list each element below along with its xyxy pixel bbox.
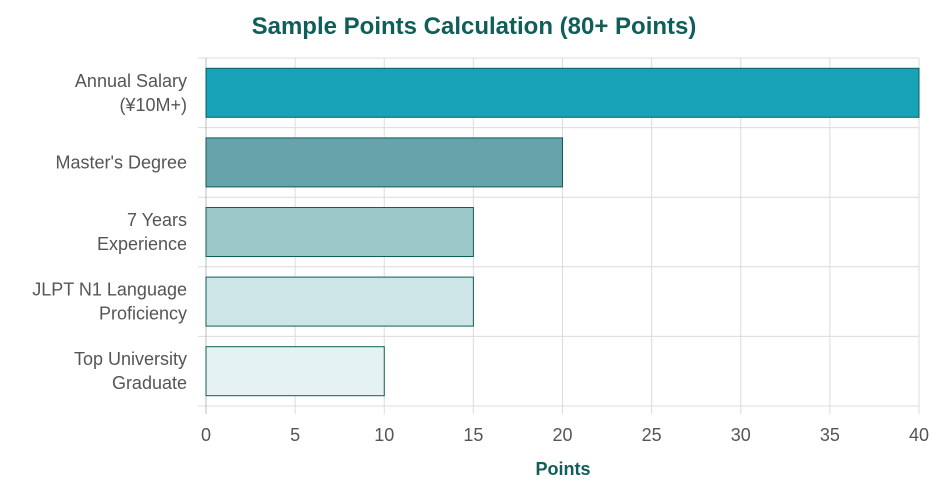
y-category-label-line: JLPT N1 Language xyxy=(32,280,187,300)
x-tick-label-25: 25 xyxy=(642,425,662,445)
x-tick-label-35: 35 xyxy=(820,425,840,445)
label-layer: 0 5 10 15 20 25 30 35 40 Annual Salary (¥10M+) Mast… xyxy=(32,71,929,445)
y-category-label-line: (¥10M+) xyxy=(119,95,187,115)
x-tick-label-30: 30 xyxy=(731,425,751,445)
y-category-label-line: Proficiency xyxy=(99,304,187,324)
y-category-label-line: Experience xyxy=(97,234,187,254)
bar-0 xyxy=(205,67,920,118)
bar-1 xyxy=(205,137,563,188)
y-category-label-line: Graduate xyxy=(112,373,187,393)
y-category-label-line: Annual Salary xyxy=(75,71,187,91)
y-category-label-3: JLPT N1 Language Proficiency xyxy=(32,280,187,324)
y-category-label-0: Annual Salary (¥10M+) xyxy=(75,71,187,115)
y-category-label-4: Top University Graduate xyxy=(74,349,187,393)
x-tick-label-10: 10 xyxy=(374,425,394,445)
chart-title: Sample Points Calculation (80+ Points) xyxy=(252,13,697,40)
y-category-label-1: Master's Degree xyxy=(56,152,187,172)
y-category-label-line: Top University xyxy=(74,349,187,369)
bar-3 xyxy=(205,276,474,327)
x-axis-label: Points xyxy=(535,459,590,479)
y-category-label-line: Master's Degree xyxy=(56,152,187,172)
bar-4 xyxy=(205,346,385,397)
bar-2 xyxy=(205,207,474,257)
y-category-label-line: 7 Years xyxy=(127,210,187,230)
x-tick-label-5: 5 xyxy=(290,425,300,445)
x-tick-label-15: 15 xyxy=(463,425,483,445)
y-category-label-2: 7 Years Experience xyxy=(97,210,187,254)
bar-layer xyxy=(205,67,920,397)
x-tick-label-0: 0 xyxy=(201,425,211,445)
x-tick-label-20: 20 xyxy=(552,425,572,445)
x-tick-label-40: 40 xyxy=(909,425,929,445)
